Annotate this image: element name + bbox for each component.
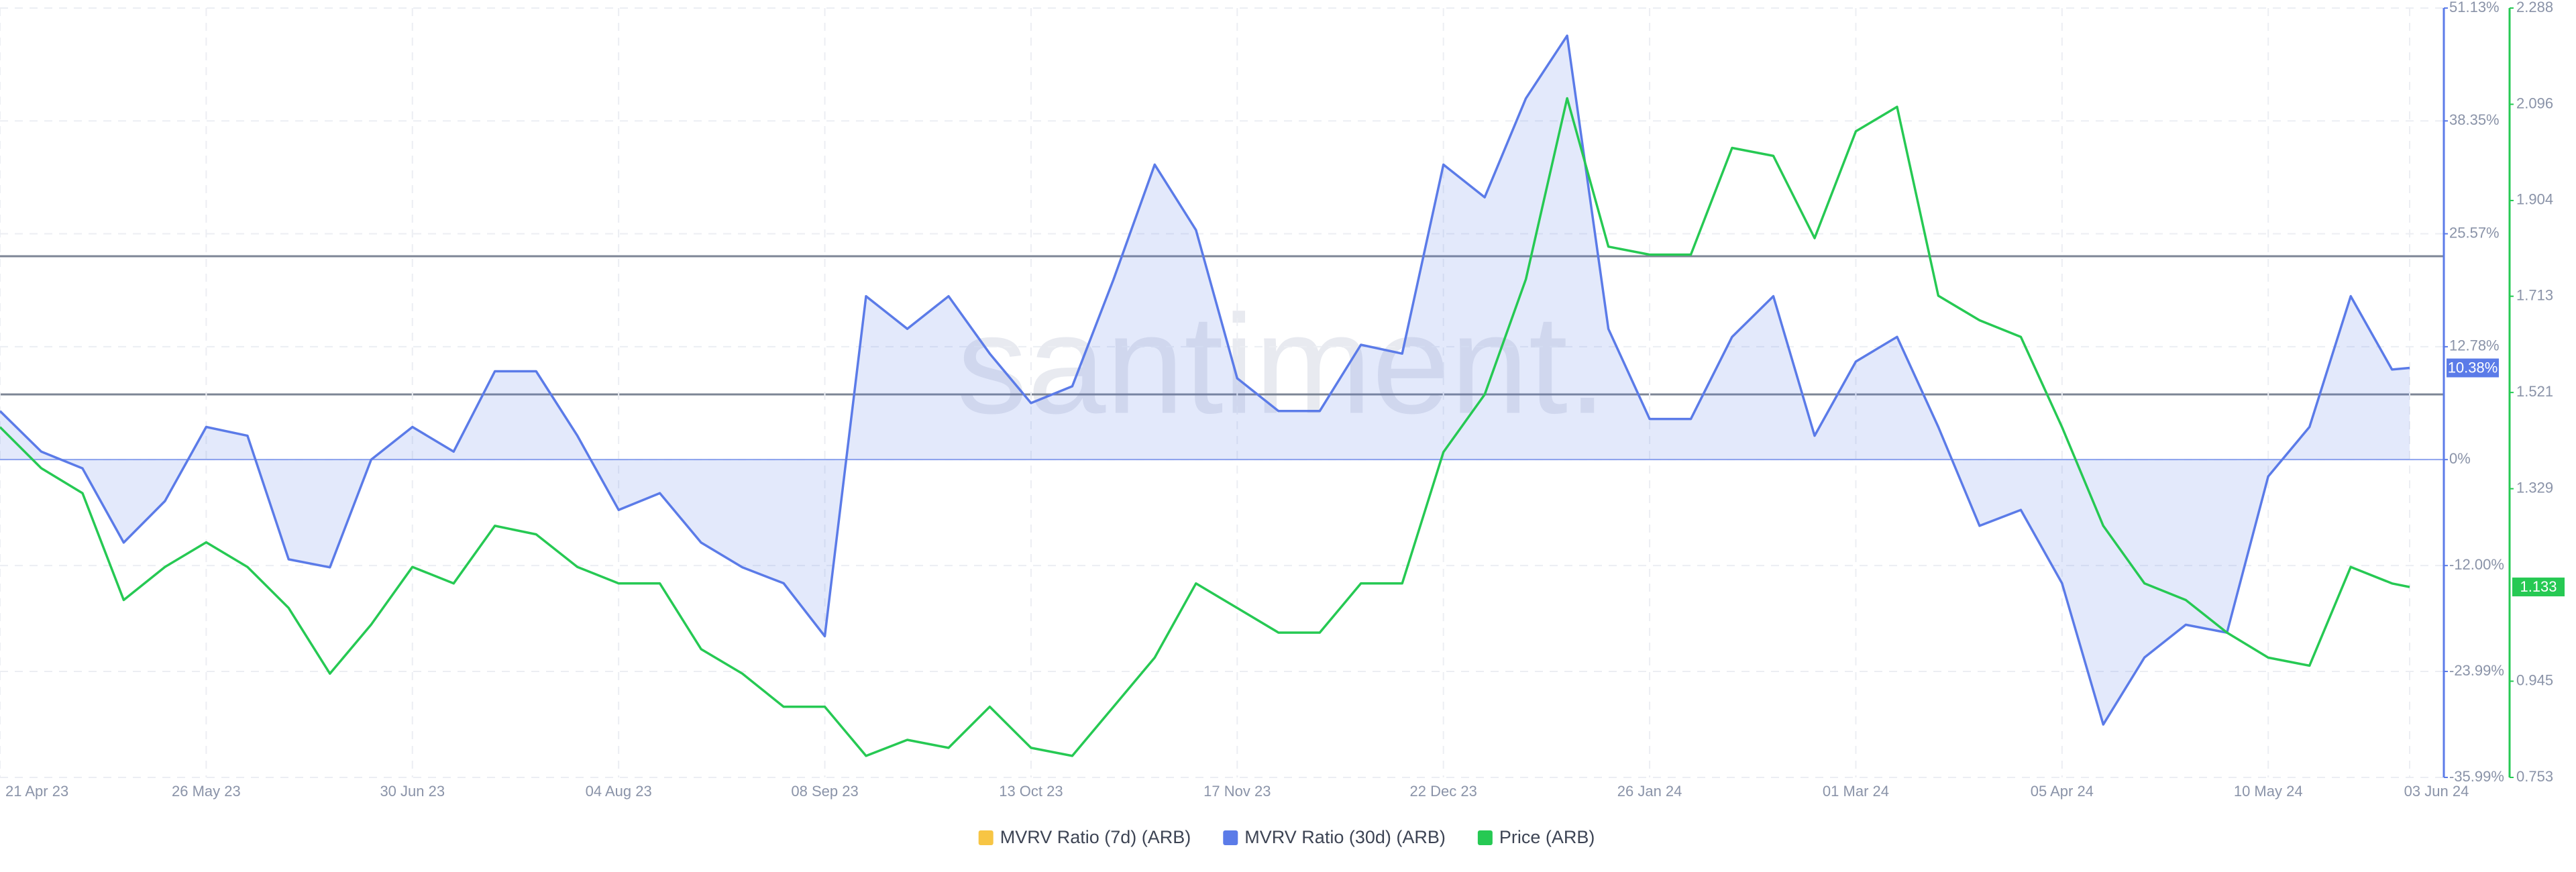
y-tick-label: -35.99% [2449,768,2504,785]
x-tick-label: 21 Apr 23 [5,783,68,800]
y2-tick-label: 0.753 [2516,768,2553,785]
y2-tick-label: 2.096 [2516,95,2553,111]
x-tick-label: 30 Jun 23 [380,783,445,800]
legend-swatch [1477,830,1493,845]
y2-tick-label: 1.521 [2516,383,2553,400]
line [0,34,2410,726]
x-tick-label: 05 Apr 24 [2031,783,2094,800]
y-tick-label: 12.78% [2449,337,2500,354]
x-tick-label: 13 Oct 23 [999,783,1063,800]
y2-tick-label: 1.329 [2516,479,2553,496]
line [0,97,2410,757]
area [0,36,2410,725]
legend-label: MVRV Ratio (30d) (ARB) [1244,827,1446,847]
legend: MVRV Ratio (7d) (ARB) MVRV Ratio (30d) (A… [978,827,1595,847]
y-tick-label: -23.99% [2449,662,2504,679]
y2-tick-label: 0.945 [2516,671,2553,688]
x-tick-label: 22 Dec 23 [1410,783,1477,800]
last-value-badge [2447,358,2499,378]
x-tick-label: 26 May 23 [172,783,241,800]
last-value-badge [2512,578,2565,597]
y2-tick-label: 1.713 [2516,286,2553,303]
y2-tick-label: 2.288 [2516,0,2553,15]
y2-tick-label: 1.904 [2516,191,2553,208]
x-tick-label: 26 Jan 24 [1617,783,1682,800]
y-tick-label: 0% [2449,450,2471,467]
y-tick-label: 51.13% [2449,0,2500,15]
x-tick-label: 10 May 24 [2234,783,2303,800]
x-tick-label: 01 Mar 24 [1823,783,1889,800]
legend-label: MVRV Ratio (7d) (ARB) [1000,827,1191,847]
x-tick-label: 04 Aug 23 [586,783,652,800]
last-value-label: 10.38% [2448,359,2498,376]
legend-label: Price (ARB) [1499,827,1595,847]
legend-swatch [978,830,994,845]
x-tick-label: 08 Sep 23 [791,783,858,800]
y-tick-label: 25.57% [2449,224,2500,241]
x-tick-label: 03 Jun 24 [2404,783,2469,800]
y-tick-label: -12.00% [2449,556,2504,573]
y-tick-label: 38.35% [2449,111,2500,128]
legend-swatch [1223,830,1238,845]
watermark: santiment. [957,285,1607,443]
last-value-label: 1.133 [2520,578,2557,595]
x-tick-label: 17 Nov 23 [1203,783,1271,800]
